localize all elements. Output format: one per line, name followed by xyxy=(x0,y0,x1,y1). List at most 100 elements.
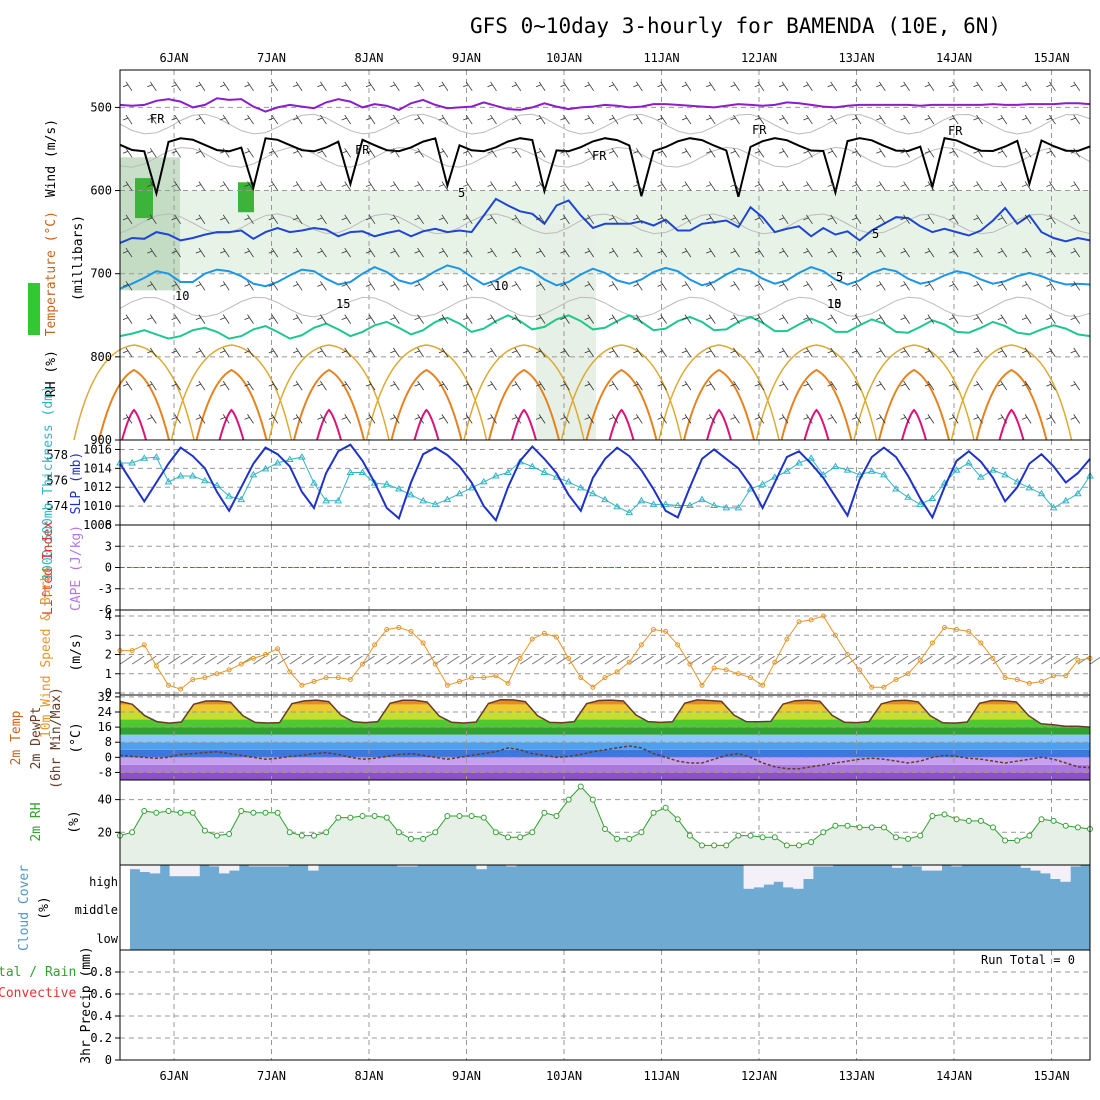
cloud-high-bar xyxy=(219,865,230,874)
wind-barb xyxy=(365,380,376,391)
wind-barb xyxy=(220,314,230,324)
surface-barb xyxy=(968,655,982,665)
wind-barb xyxy=(681,347,692,358)
rh2m-point xyxy=(844,822,851,829)
rh2m-point xyxy=(686,832,693,839)
surface-barb xyxy=(1029,655,1042,665)
wind-barb xyxy=(1021,114,1032,125)
wind10m-point xyxy=(808,617,814,623)
wind-barb xyxy=(924,414,935,424)
wind-barb xyxy=(657,414,667,424)
wind-barb xyxy=(997,214,1008,225)
ytick-label: 20 xyxy=(98,825,112,839)
ytick-label: 800 xyxy=(90,350,112,364)
slp-axis: 1008 1010 1012 1014 1016 574 576 578 xyxy=(46,442,120,532)
temp-band xyxy=(120,719,1090,728)
date-label-bottom: 8JAN xyxy=(355,1069,384,1083)
wind-barb xyxy=(1070,380,1081,391)
cloud-high-bar xyxy=(1050,865,1061,879)
wind-barb xyxy=(778,148,789,158)
wind-barb xyxy=(584,81,595,92)
wind10m-point xyxy=(566,655,572,661)
wind-barb xyxy=(633,81,643,92)
thickness-point xyxy=(370,479,379,486)
rh2m-point xyxy=(141,808,148,815)
cloud-cover-panel: high middle low Cloud Cover (%) xyxy=(17,865,1090,951)
wind-barb xyxy=(949,114,959,125)
wind-barb xyxy=(438,181,449,191)
precip-label-rain: tal / Rain xyxy=(0,965,76,980)
cloud-high-bar xyxy=(743,865,755,889)
cloud-high-bar xyxy=(773,865,784,882)
wind-barb xyxy=(560,81,570,92)
rh2m-point xyxy=(517,834,524,841)
rh2m-point xyxy=(953,816,960,823)
wind-barb xyxy=(608,148,619,158)
wind-barb xyxy=(122,281,133,291)
upper-air-ylabel-wind: Wind (m/s) xyxy=(44,119,59,197)
wind-barb xyxy=(949,414,959,424)
wind-barb xyxy=(147,81,157,92)
wind-barb xyxy=(657,247,667,258)
wind-barb xyxy=(681,214,692,225)
wind-barb xyxy=(876,347,886,358)
precip-axis: 0 0.2 0.4 0.6 0.8 xyxy=(90,965,120,1067)
date-label-bottom: 7JAN xyxy=(257,1069,286,1083)
wind-barb xyxy=(730,414,740,424)
wind-barb xyxy=(730,148,740,158)
wind-barb xyxy=(268,148,279,158)
contour-label: 15 xyxy=(827,297,841,311)
wind-barb xyxy=(1021,181,1032,191)
wind-barb xyxy=(876,314,886,324)
wind-barb xyxy=(778,281,789,291)
wind10m-point xyxy=(517,655,523,661)
thickness-point xyxy=(1061,496,1070,504)
rh2m-point xyxy=(856,824,863,831)
contour-label: 10 xyxy=(494,279,508,293)
surface-barb xyxy=(762,655,775,665)
wind-barb xyxy=(949,314,959,324)
rh2m-point xyxy=(371,812,378,819)
wind-barb xyxy=(317,380,327,391)
wind10m-line xyxy=(120,615,1091,690)
wind-barb xyxy=(171,314,181,324)
dewpt-ylabel: 2m DewPt xyxy=(29,707,44,770)
wind-barb xyxy=(827,214,838,225)
surface-barb xyxy=(932,655,945,665)
wind10m-point xyxy=(481,675,487,681)
wind-barb xyxy=(608,81,619,92)
temp-bands xyxy=(120,699,1090,780)
wind-barb xyxy=(122,347,133,358)
wind-barb xyxy=(341,347,352,358)
wind-barb xyxy=(511,81,522,92)
wind-barb xyxy=(778,114,789,125)
surface-barb xyxy=(119,655,133,665)
wind-barb xyxy=(195,380,206,391)
thickness-point xyxy=(722,503,731,511)
wind-barb xyxy=(317,281,327,291)
wind10m-point xyxy=(493,673,499,679)
wind-barb xyxy=(900,314,910,324)
surface-barb xyxy=(265,655,278,665)
surface-barb xyxy=(289,655,303,665)
wind-barb xyxy=(949,281,959,291)
wind-barb xyxy=(438,114,449,125)
rh-blob-high xyxy=(238,182,254,213)
wind-barb xyxy=(584,214,595,225)
wind-barb xyxy=(803,347,813,358)
rh2m-point xyxy=(771,834,778,841)
wind-barb xyxy=(754,181,765,191)
wind10m-point xyxy=(590,684,596,690)
ytick-label: 700 xyxy=(90,267,112,281)
rh-blob xyxy=(120,157,180,291)
wind-barb xyxy=(147,114,157,125)
wind-barb xyxy=(633,347,643,358)
wind-barb xyxy=(876,81,886,92)
wind-barb xyxy=(584,314,595,324)
surface-barb xyxy=(1016,655,1030,665)
wind10m-point xyxy=(226,667,232,673)
thickness-point xyxy=(916,500,925,507)
wind-barb xyxy=(851,114,862,125)
wind-barb xyxy=(1070,114,1081,125)
wind-barb xyxy=(584,181,595,191)
